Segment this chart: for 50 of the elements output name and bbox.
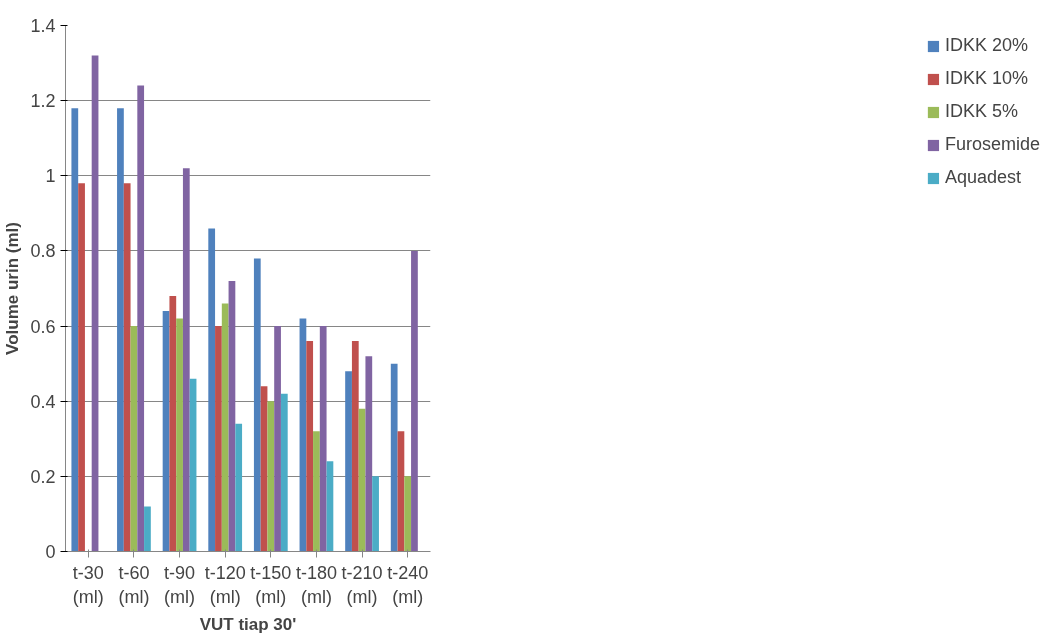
x-tick-label: t-60 (ml) xyxy=(118,562,150,607)
bar xyxy=(137,85,145,552)
y-tick-label: 0.8 xyxy=(30,241,56,262)
bar xyxy=(123,183,131,552)
y-tick-label: 1.2 xyxy=(30,91,56,112)
y-tick-label: 1.4 xyxy=(30,16,56,36)
bar xyxy=(78,183,85,552)
bar xyxy=(306,341,314,552)
bar xyxy=(208,228,216,552)
bar xyxy=(215,326,222,552)
legend-label: Furosemide xyxy=(944,134,1040,155)
y-tick-label: 1 xyxy=(45,166,56,187)
x-tick-label: t-30 (ml) xyxy=(72,562,104,607)
y-axis-title: Volume urin (ml) xyxy=(3,222,23,355)
bar xyxy=(221,303,229,552)
bar xyxy=(372,476,379,552)
legend-label: IDKK 20% xyxy=(944,35,1028,56)
bar xyxy=(253,258,261,552)
x-tick-label: t-240 (ml) xyxy=(387,562,429,607)
bar xyxy=(274,326,281,552)
y-tick-label: 0.6 xyxy=(30,316,56,337)
bar xyxy=(267,401,275,552)
x-tick-label: t-210 (ml) xyxy=(341,562,383,607)
x-tick-label: t-90 (ml) xyxy=(164,562,196,607)
legend-label: Aquadest xyxy=(944,167,1022,188)
x-tick-label: t-120 (ml) xyxy=(204,562,246,607)
legend-label: IDKK 10% xyxy=(944,68,1028,89)
y-tick-label: 0 xyxy=(45,542,56,562)
bar xyxy=(390,363,398,552)
bar xyxy=(319,326,327,552)
bar xyxy=(117,108,124,552)
y-tick-label: 0.4 xyxy=(30,391,56,412)
bar xyxy=(169,296,177,552)
x-tick-label: t-150 (ml) xyxy=(250,562,292,607)
bar xyxy=(404,476,412,552)
x-axis-title: VUT tiap 30' xyxy=(199,614,297,634)
bar xyxy=(351,341,359,552)
bar xyxy=(144,506,151,552)
bar xyxy=(71,108,79,552)
bar xyxy=(365,356,373,552)
bar xyxy=(235,423,243,552)
bar xyxy=(345,371,352,552)
y-tick-label: 0.2 xyxy=(30,466,56,487)
bar xyxy=(411,250,418,552)
bar xyxy=(313,431,320,552)
bar xyxy=(182,168,190,552)
legend-label: IDKK 5% xyxy=(944,101,1018,122)
x-tick-label: t-180 (ml) xyxy=(295,562,337,607)
bar xyxy=(176,318,183,552)
bar xyxy=(280,393,288,552)
